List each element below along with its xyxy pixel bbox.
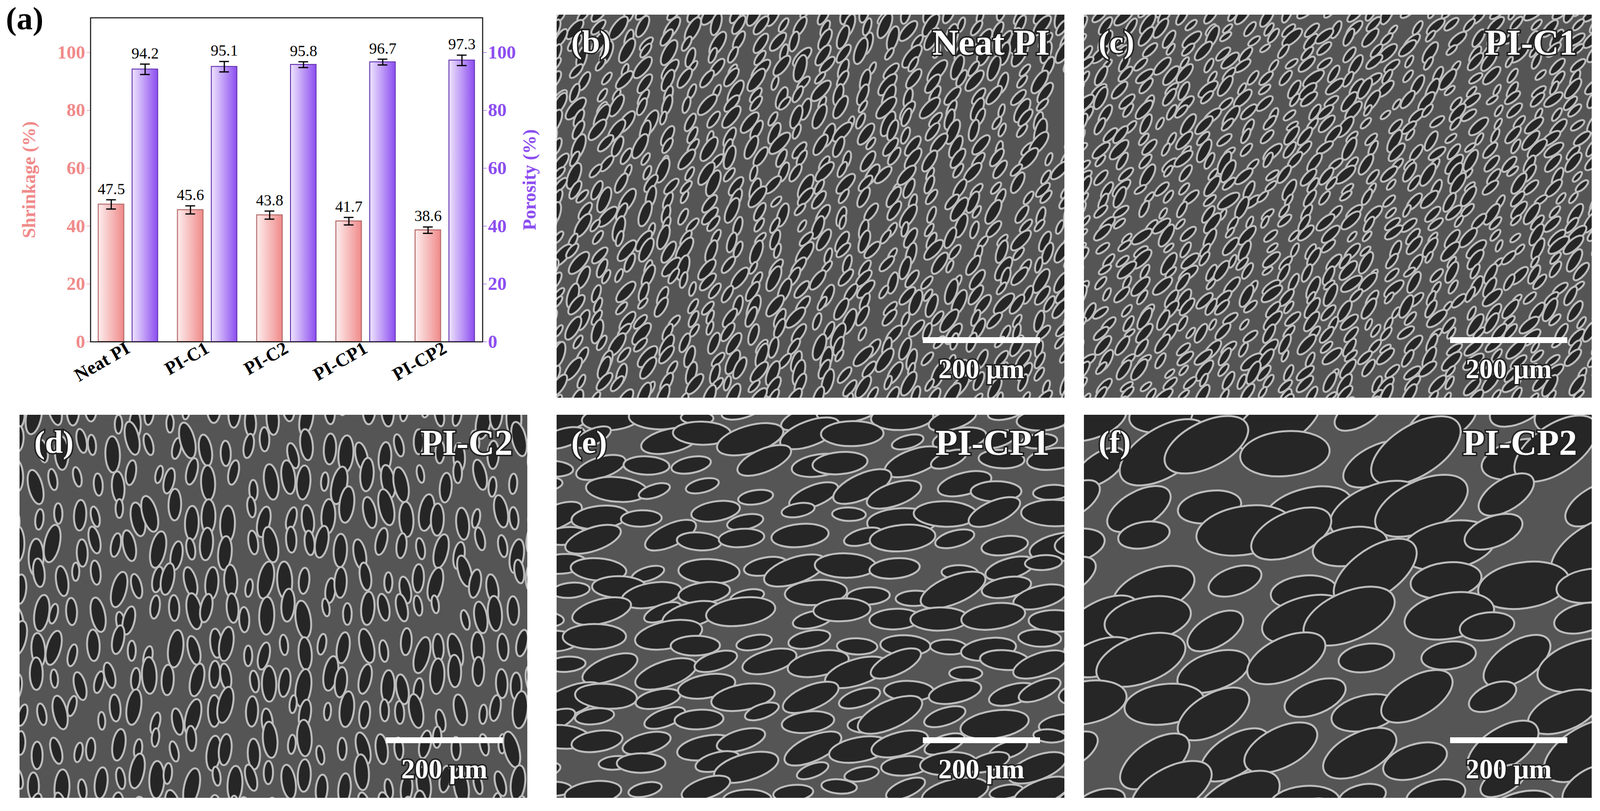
svg-text:Neat PI: Neat PI: [932, 22, 1050, 63]
svg-text:(c): (c): [1098, 23, 1135, 61]
svg-text:0: 0: [76, 331, 86, 353]
svg-text:PI-CP2: PI-CP2: [1462, 422, 1578, 463]
svg-text:PI-CP1: PI-CP1: [935, 422, 1050, 463]
svg-text:(f): (f): [1098, 424, 1131, 461]
svg-text:PI-C1: PI-C1: [1484, 22, 1578, 63]
svg-text:100: 100: [57, 41, 86, 63]
svg-text:200 μm: 200 μm: [401, 754, 488, 785]
svg-text:97.3: 97.3: [448, 35, 476, 53]
svg-text:80: 80: [66, 99, 86, 121]
svg-text:80: 80: [488, 99, 507, 121]
svg-text:60: 60: [488, 157, 507, 179]
svg-text:60: 60: [66, 157, 86, 179]
svg-text:Neat PI: Neat PI: [70, 337, 134, 386]
svg-text:PI-C2: PI-C2: [420, 422, 513, 463]
svg-text:96.7: 96.7: [369, 39, 397, 58]
svg-text:200 μm: 200 μm: [938, 754, 1025, 785]
svg-text:0: 0: [488, 331, 498, 353]
svg-text:43.8: 43.8: [255, 191, 284, 209]
svg-text:PI-C1: PI-C1: [161, 337, 213, 380]
svg-text:(d): (d): [34, 424, 74, 461]
svg-text:Porosity (%): Porosity (%): [519, 129, 541, 231]
html-text:(a): (a): [5, 0, 44, 37]
svg-text:(e): (e): [571, 424, 607, 461]
svg-text:20: 20: [488, 273, 507, 294]
svg-text:94.2: 94.2: [131, 44, 159, 63]
svg-text:(b): (b): [571, 23, 611, 61]
svg-text:200 μm: 200 μm: [1465, 754, 1552, 785]
svg-text:47.5: 47.5: [97, 180, 125, 198]
svg-text:95.1: 95.1: [210, 41, 238, 60]
svg-text:Shrinkage (%): Shrinkage (%): [18, 121, 40, 239]
svg-text:38.6: 38.6: [414, 207, 442, 225]
svg-text:200 μm: 200 μm: [1465, 353, 1552, 385]
svg-text:PI-C2: PI-C2: [240, 337, 292, 380]
svg-text:PI-CP1: PI-CP1: [309, 337, 371, 386]
svg-text:45.6: 45.6: [176, 186, 205, 204]
svg-text:200 μm: 200 μm: [938, 353, 1025, 385]
svg-text:100: 100: [488, 41, 517, 63]
svg-text:20: 20: [66, 273, 86, 294]
svg-text:41.7: 41.7: [335, 197, 363, 216]
svg-text:95.8: 95.8: [290, 41, 318, 60]
svg-text:40: 40: [488, 215, 507, 237]
svg-text:40: 40: [66, 215, 86, 237]
svg-text:PI-CP2: PI-CP2: [388, 337, 450, 386]
